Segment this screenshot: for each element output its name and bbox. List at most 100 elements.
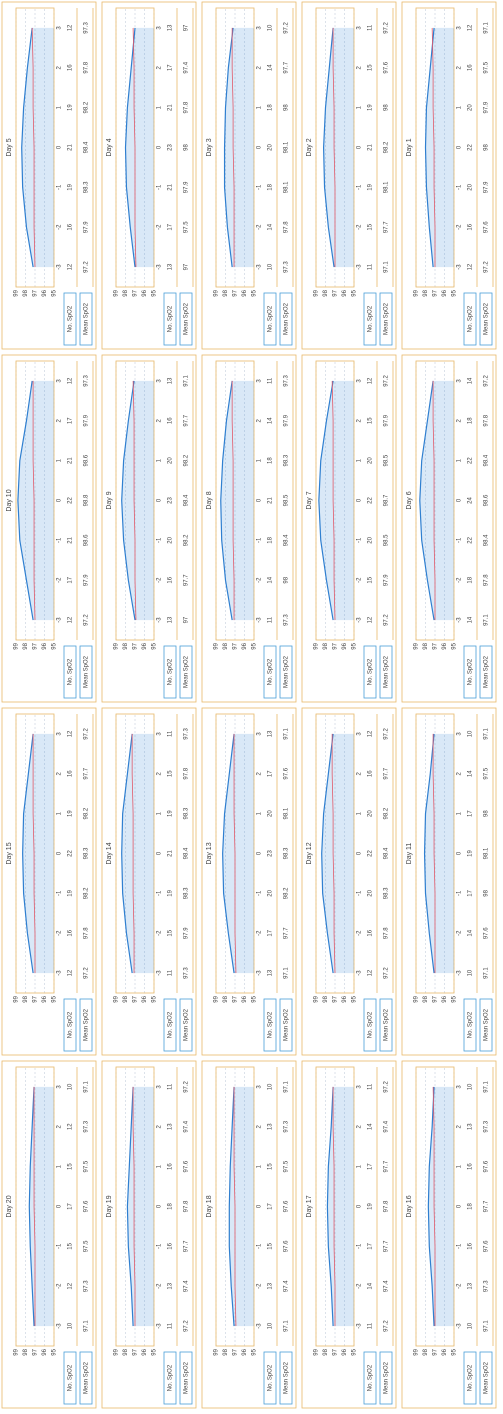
x-tick-label: 0 — [257, 145, 263, 149]
y-tick-label: 96 — [142, 642, 148, 649]
x-tick-label: 0 — [457, 145, 463, 149]
series-line — [28, 1086, 35, 1327]
table-cell: 97.3 — [184, 967, 190, 979]
x-tick-label: 1 — [257, 1164, 263, 1168]
table-cell: 98.4 — [184, 494, 190, 506]
table-cell: 14 — [468, 770, 474, 777]
plot-frame — [415, 1066, 455, 1347]
row-label: No. SpO2 — [168, 1364, 174, 1391]
y-tick-label: 97 — [33, 1348, 39, 1355]
y-tick-label: 99 — [14, 1348, 20, 1355]
chart-frame — [101, 1060, 197, 1409]
table-cell: 97.2 — [384, 727, 390, 739]
table-cell: 15 — [268, 1163, 274, 1170]
table-cell: 97.2 — [84, 967, 90, 979]
table-cell: 97.1 — [484, 1320, 490, 1332]
table-cell: 97.7 — [384, 1160, 390, 1172]
row-label-box — [379, 1351, 393, 1405]
table-cell: 16 — [168, 576, 174, 583]
y-tick-label: 95 — [252, 642, 258, 649]
y-tick-label: 97 — [133, 289, 139, 296]
row-label-box — [79, 998, 93, 1052]
y-tick-label: 95 — [152, 995, 158, 1002]
x-tick-label: 3 — [257, 26, 263, 30]
x-tick-label: -2 — [57, 224, 63, 230]
series-line — [231, 380, 235, 621]
table-cell: 97.7 — [184, 574, 190, 586]
table-cell: 15 — [268, 1242, 274, 1249]
table-cell: 97.7 — [384, 1240, 390, 1252]
table-cell: 98.5 — [384, 534, 390, 546]
chart-title: Day 4 — [106, 138, 113, 156]
table-cell: 17 — [368, 1242, 374, 1249]
table-cell: 12 — [68, 730, 74, 737]
table-cell: 98 — [184, 144, 190, 151]
area — [22, 733, 54, 974]
table-cell: 97.2 — [84, 614, 90, 626]
y-tick-label: 99 — [214, 995, 220, 1002]
y-tick-label: 95 — [452, 995, 458, 1002]
y-tick-label: 95 — [252, 289, 258, 296]
x-tick-label: 2 — [357, 65, 363, 69]
plot-frame — [315, 360, 355, 641]
table-cell: 17 — [168, 64, 174, 71]
table-cell: 97.8 — [384, 1200, 390, 1212]
table-cell: 97.3 — [284, 1120, 290, 1132]
table-cell: 11 — [368, 1322, 374, 1329]
row-label-box — [179, 292, 193, 346]
chart-title: Day 15 — [6, 842, 13, 864]
table-cell: 12 — [68, 1282, 74, 1289]
table-cell: 97 — [184, 616, 190, 623]
row-label: Mean SpO2 — [384, 302, 390, 335]
row-label: No. SpO2 — [268, 658, 274, 685]
area — [419, 380, 454, 621]
series-line — [233, 1086, 237, 1327]
table-cell: 98.6 — [84, 454, 90, 466]
y-tick-label: 97 — [333, 1348, 339, 1355]
x-tick-label: 3 — [457, 379, 463, 383]
x-tick-label: -2 — [257, 1283, 263, 1289]
y-tick-label: 95 — [52, 1348, 58, 1355]
x-tick-label: 0 — [157, 1204, 163, 1208]
table-cell: 97.5 — [484, 61, 490, 73]
y-tick-label: 98 — [223, 642, 229, 649]
x-tick-label: 1 — [357, 105, 363, 109]
x-tick-label: -2 — [457, 1283, 463, 1289]
chart-frame — [1, 354, 97, 703]
table-cell: 12 — [68, 263, 74, 270]
chart-title: Day 3 — [206, 138, 213, 156]
table-cell: 13 — [168, 616, 174, 623]
y-tick-label: 98 — [223, 289, 229, 296]
table-cell: 17 — [68, 576, 74, 583]
x-tick-label: -3 — [157, 970, 163, 976]
x-tick-label: 2 — [457, 418, 463, 422]
table-cell: 13 — [168, 24, 174, 31]
table-cell: 12 — [68, 969, 74, 976]
table-cell: 98.6 — [484, 494, 490, 506]
table-cell: 12 — [368, 730, 374, 737]
table-cell: 97.2 — [384, 21, 390, 33]
y-tick-label: 97 — [433, 642, 439, 649]
chart-frame — [201, 707, 297, 1056]
table-cell: 97.9 — [84, 574, 90, 586]
chart-title: Day 13 — [206, 842, 213, 864]
x-tick-label: 0 — [457, 851, 463, 855]
row-label-box — [379, 998, 393, 1052]
x-tick-label: -2 — [57, 930, 63, 936]
table-cell: 18 — [468, 1203, 474, 1210]
table-cell: 97.7 — [384, 221, 390, 233]
series-line — [228, 1086, 235, 1327]
table-cell: 23 — [168, 144, 174, 151]
table-cell: 97.6 — [384, 61, 390, 73]
y-tick-label: 96 — [442, 642, 448, 649]
table-cell: 97.9 — [84, 414, 90, 426]
table-cell: 22 — [368, 850, 374, 857]
y-tick-label: 95 — [252, 995, 258, 1002]
table-cell: 97.1 — [284, 967, 290, 979]
y-tick-label: 95 — [52, 642, 58, 649]
row-label-box — [463, 645, 477, 699]
table-cell: 19 — [368, 183, 374, 190]
